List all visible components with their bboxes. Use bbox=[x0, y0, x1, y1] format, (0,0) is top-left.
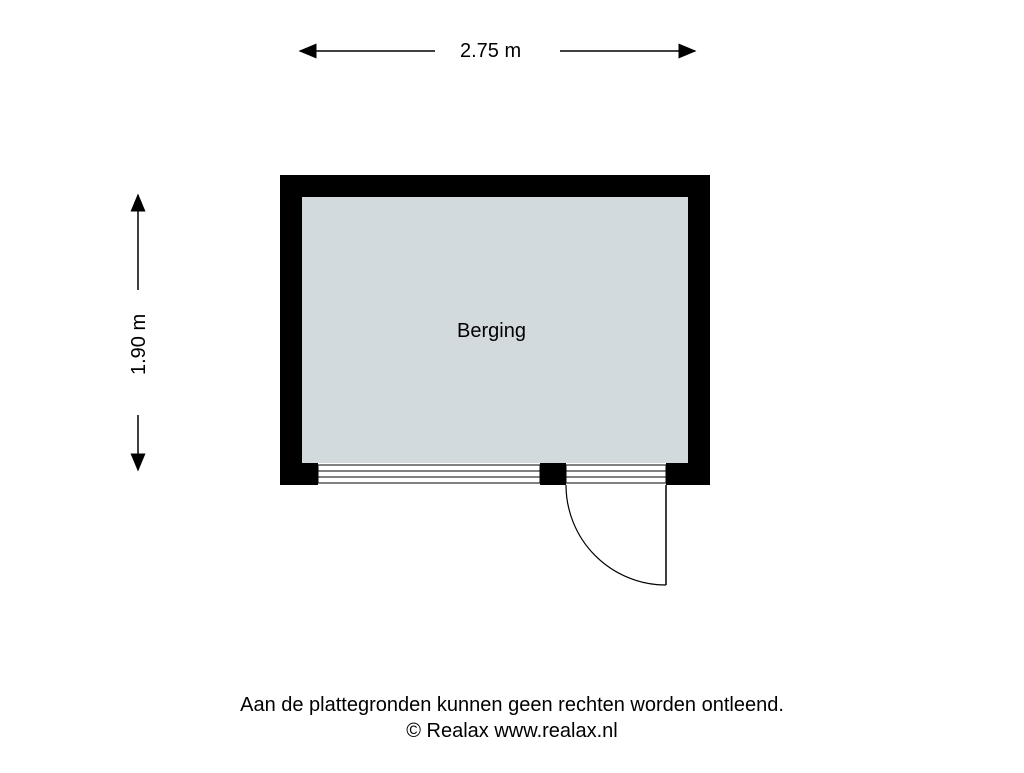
wall-stub bbox=[540, 463, 566, 485]
disclaimer-line-1: Aan de plattegronden kunnen geen rechten… bbox=[0, 694, 1024, 717]
floorplan-canvas: 2.75 m 1.90 m Berging Aan de plattegrond… bbox=[0, 0, 1024, 768]
door-threshold bbox=[566, 465, 666, 483]
window bbox=[318, 465, 540, 483]
disclaimer-line-2: © Realax www.realax.nl bbox=[0, 720, 1024, 743]
room-name-label: Berging bbox=[457, 320, 526, 343]
height-dimension-label: 1.90 m bbox=[128, 314, 151, 375]
door-swing bbox=[566, 485, 666, 585]
width-dimension-label: 2.75 m bbox=[460, 40, 521, 63]
floorplan-svg bbox=[0, 0, 1024, 768]
